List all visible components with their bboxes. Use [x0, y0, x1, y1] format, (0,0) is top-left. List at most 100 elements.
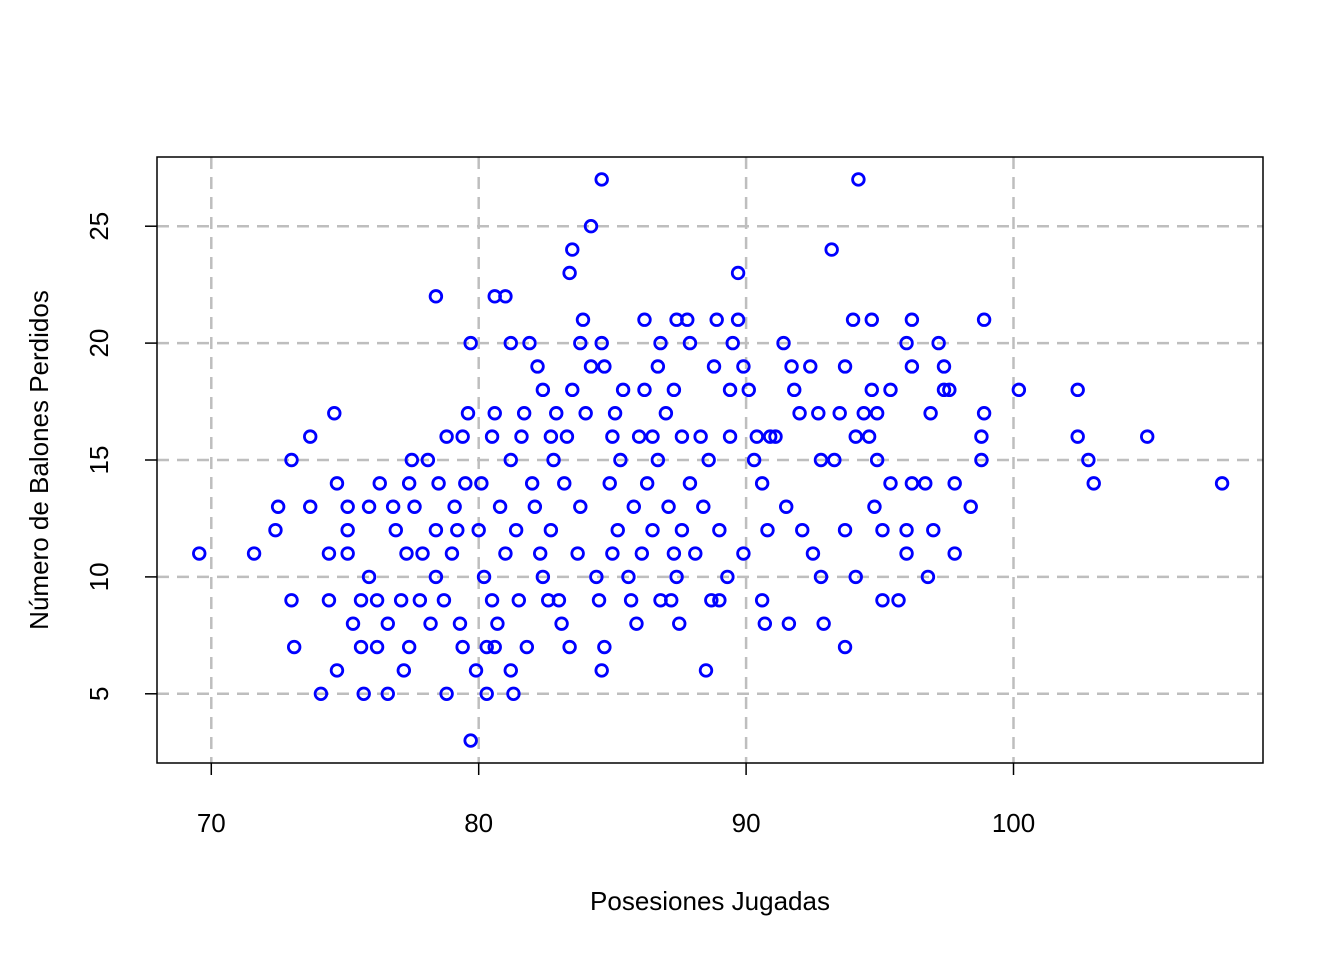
point	[514, 429, 529, 444]
point	[284, 593, 299, 608]
point	[674, 429, 690, 444]
y-axis-label: Número de Balones Perdidos	[24, 290, 54, 630]
point	[516, 406, 532, 421]
point	[594, 172, 609, 187]
point	[471, 522, 486, 538]
point	[597, 639, 612, 655]
point	[666, 546, 682, 561]
point	[623, 593, 639, 608]
point	[899, 546, 914, 561]
point	[393, 593, 409, 608]
point	[554, 616, 569, 631]
point	[345, 616, 361, 631]
point	[594, 663, 609, 678]
point	[487, 406, 502, 421]
point	[573, 499, 588, 514]
point	[1081, 452, 1096, 468]
point	[458, 476, 473, 491]
point	[904, 359, 920, 374]
point	[506, 686, 521, 701]
point	[369, 593, 385, 608]
point	[340, 546, 355, 561]
point	[543, 522, 559, 538]
point	[754, 476, 770, 491]
point	[722, 382, 738, 398]
point	[899, 522, 914, 538]
point	[522, 335, 537, 351]
point	[407, 499, 422, 514]
point	[575, 312, 591, 327]
point	[712, 593, 727, 608]
point	[704, 593, 719, 608]
point	[1140, 429, 1155, 444]
point	[484, 593, 500, 608]
x-tick-label: 80	[464, 808, 493, 838]
point	[562, 639, 577, 655]
point	[570, 546, 585, 561]
point	[936, 359, 952, 374]
point	[573, 335, 588, 351]
point	[757, 616, 773, 631]
point	[669, 569, 684, 585]
point	[524, 476, 540, 491]
point	[832, 406, 847, 421]
y-tick-label: 15	[84, 446, 114, 475]
point	[479, 686, 494, 701]
point	[856, 406, 871, 421]
point	[693, 429, 708, 444]
point	[420, 452, 436, 468]
point	[401, 639, 417, 655]
point	[613, 452, 628, 468]
point	[805, 546, 821, 561]
point	[706, 359, 722, 374]
point	[591, 593, 607, 608]
point	[736, 546, 751, 561]
point	[450, 522, 465, 538]
point	[1011, 382, 1027, 398]
point	[637, 312, 652, 327]
point	[762, 429, 778, 444]
point	[447, 499, 462, 514]
point	[701, 452, 716, 468]
point	[607, 406, 623, 421]
point	[923, 406, 938, 421]
point	[712, 522, 727, 538]
point	[527, 499, 543, 514]
point	[698, 663, 714, 678]
y-tick-label: 25	[84, 212, 114, 241]
point	[380, 686, 395, 701]
point	[484, 429, 500, 444]
point	[468, 663, 484, 678]
point	[730, 312, 746, 327]
point	[688, 546, 703, 561]
point	[920, 569, 936, 585]
point	[845, 312, 861, 327]
point	[883, 476, 898, 491]
point	[428, 522, 444, 538]
point	[883, 382, 898, 398]
point	[399, 546, 414, 561]
point	[682, 476, 698, 491]
point	[286, 639, 302, 655]
point	[645, 522, 660, 538]
point	[490, 616, 505, 631]
point	[645, 429, 660, 444]
point	[1086, 476, 1101, 491]
point	[634, 546, 650, 561]
point	[746, 452, 762, 468]
point	[589, 569, 604, 585]
point	[479, 639, 494, 655]
point	[837, 522, 853, 538]
point	[329, 663, 345, 678]
point	[474, 476, 489, 491]
point	[936, 382, 952, 398]
point	[661, 499, 676, 514]
point	[720, 569, 735, 585]
point	[557, 476, 572, 491]
point	[415, 546, 430, 561]
point	[861, 429, 877, 444]
point	[741, 382, 756, 398]
point	[455, 429, 470, 444]
point	[658, 406, 674, 421]
point	[192, 546, 207, 561]
